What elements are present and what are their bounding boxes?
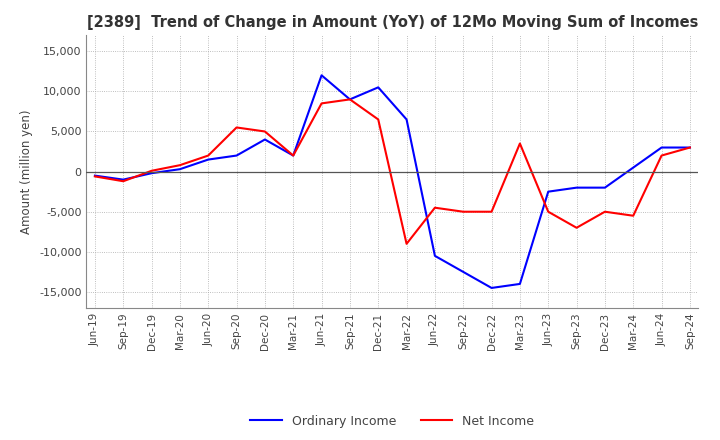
Ordinary Income [402, 117, 411, 122]
Ordinary Income [487, 285, 496, 290]
Net Income [176, 162, 184, 168]
Line: Ordinary Income: Ordinary Income [95, 75, 690, 288]
Ordinary Income [233, 153, 241, 158]
Net Income [487, 209, 496, 214]
Net Income [629, 213, 637, 218]
Net Income [148, 168, 156, 173]
Net Income [516, 141, 524, 146]
Ordinary Income [318, 73, 326, 78]
Y-axis label: Amount (million yen): Amount (million yen) [20, 110, 34, 234]
Net Income [233, 125, 241, 130]
Legend: Ordinary Income, Net Income: Ordinary Income, Net Income [246, 410, 539, 433]
Ordinary Income [572, 185, 581, 190]
Ordinary Income [431, 253, 439, 258]
Net Income [544, 209, 552, 214]
Net Income [91, 174, 99, 179]
Ordinary Income [685, 145, 694, 150]
Net Income [459, 209, 467, 214]
Net Income [374, 117, 382, 122]
Net Income [431, 205, 439, 210]
Ordinary Income [289, 153, 297, 158]
Net Income [318, 101, 326, 106]
Ordinary Income [374, 85, 382, 90]
Net Income [119, 179, 127, 184]
Title: [2389]  Trend of Change in Amount (YoY) of 12Mo Moving Sum of Incomes: [2389] Trend of Change in Amount (YoY) o… [86, 15, 698, 30]
Net Income [261, 129, 269, 134]
Ordinary Income [91, 173, 99, 178]
Ordinary Income [204, 157, 212, 162]
Net Income [402, 241, 411, 246]
Ordinary Income [459, 269, 467, 275]
Ordinary Income [148, 171, 156, 176]
Net Income [289, 153, 297, 158]
Ordinary Income [600, 185, 609, 190]
Ordinary Income [629, 165, 637, 170]
Ordinary Income [119, 177, 127, 182]
Net Income [685, 145, 694, 150]
Ordinary Income [346, 97, 354, 102]
Ordinary Income [544, 189, 552, 194]
Ordinary Income [657, 145, 666, 150]
Net Income [346, 97, 354, 102]
Ordinary Income [176, 167, 184, 172]
Net Income [204, 153, 212, 158]
Ordinary Income [516, 281, 524, 286]
Net Income [657, 153, 666, 158]
Ordinary Income [261, 137, 269, 142]
Net Income [572, 225, 581, 231]
Net Income [600, 209, 609, 214]
Line: Net Income: Net Income [95, 99, 690, 244]
